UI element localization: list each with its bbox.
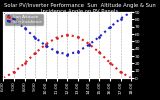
Line: Sun Altitude: Sun Altitude (2, 33, 133, 79)
Sun Incidence (130, 11, 132, 13)
Sun Incidence (98, 36, 100, 38)
Sun Altitude (109, 62, 111, 63)
Sun Altitude (66, 34, 68, 35)
Line: Sun Incidence: Sun Incidence (2, 11, 133, 56)
Sun Incidence (120, 18, 121, 19)
Sun Altitude (88, 43, 89, 44)
Sun Altitude (120, 72, 121, 73)
Sun Incidence (45, 45, 47, 46)
Sun Altitude (24, 63, 25, 64)
Sun Incidence (77, 51, 79, 52)
Sun Incidence (66, 54, 68, 55)
Text: Solar PV/Inverter Performance  Sun  Altitude Angle & Sun Incidence Angle on PV P: Solar PV/Inverter Performance Sun Altitu… (4, 3, 156, 14)
Sun Altitude (130, 77, 132, 79)
Sun Incidence (2, 11, 4, 13)
Sun Altitude (13, 72, 15, 73)
Sun Altitude (77, 36, 79, 38)
Sun Incidence (109, 27, 111, 28)
Sun Incidence (13, 19, 15, 20)
Sun Altitude (34, 52, 36, 54)
Legend: Sun Altitude, Sun Incidence: Sun Altitude, Sun Incidence (5, 14, 43, 25)
Sun Altitude (98, 52, 100, 53)
Sun Incidence (56, 51, 57, 52)
Sun Altitude (45, 44, 47, 45)
Sun Incidence (24, 28, 25, 29)
Sun Incidence (88, 44, 89, 46)
Sun Altitude (56, 37, 57, 38)
Sun Altitude (2, 77, 4, 79)
Sun Incidence (34, 37, 36, 38)
